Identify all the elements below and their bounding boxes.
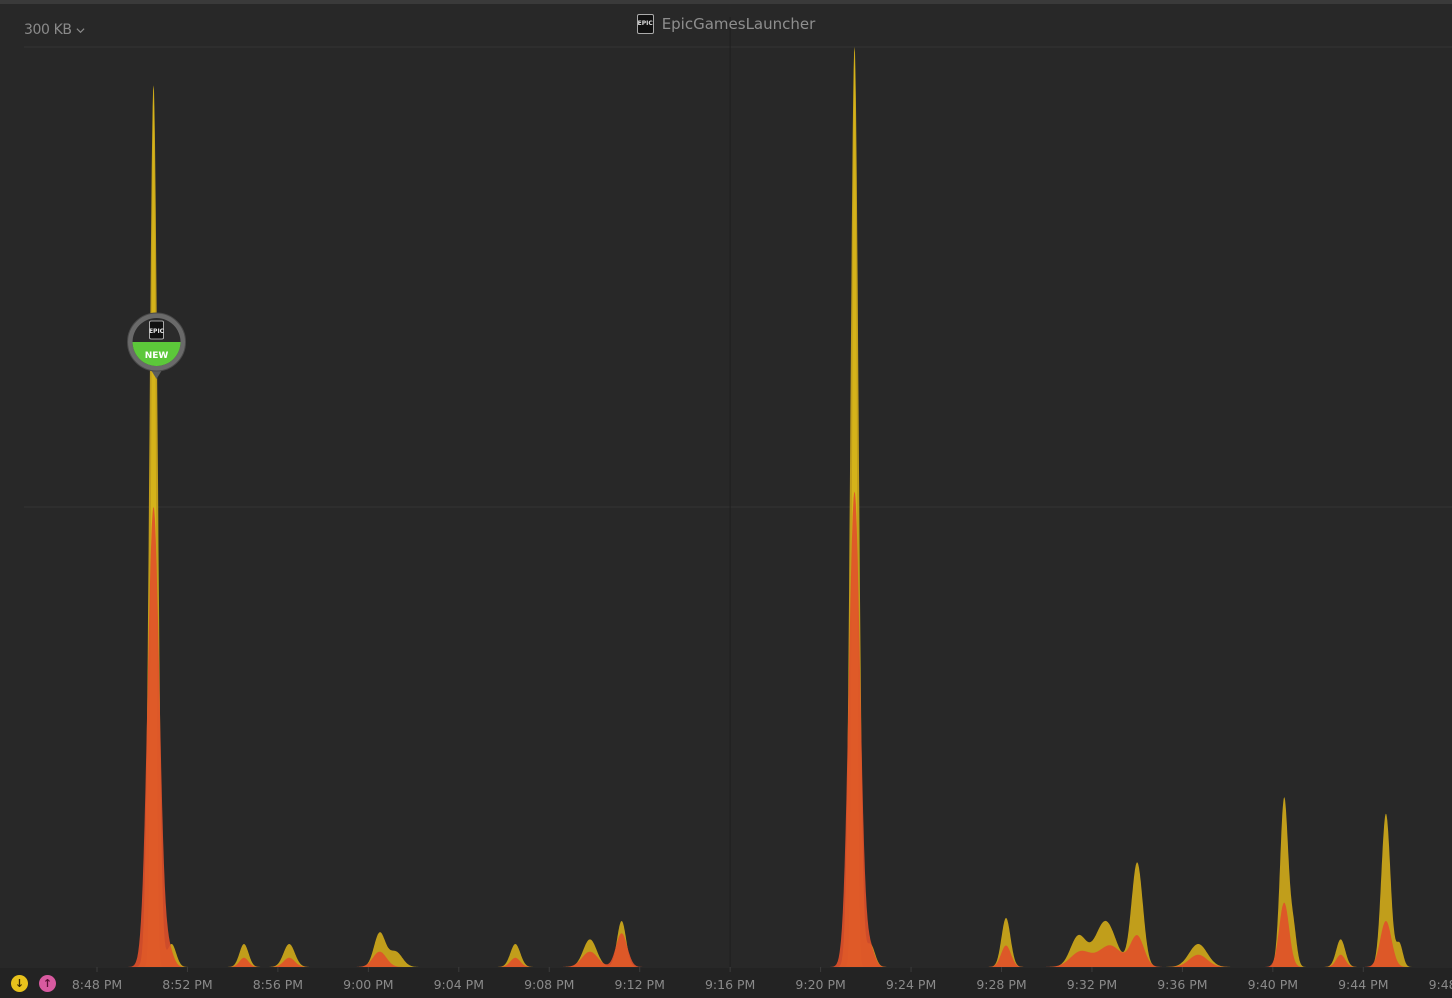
- new-badge-label: NEW: [145, 351, 169, 361]
- download-arrow-icon[interactable]: ↓: [11, 975, 28, 992]
- top-border: [0, 0, 1452, 4]
- upload-area: [6, 491, 1452, 967]
- marker-logo-text: EPIC: [149, 328, 165, 335]
- upload-arrow-icon[interactable]: ↑: [39, 975, 56, 992]
- app-launch-marker[interactable]: [127, 312, 187, 379]
- scale-dropdown[interactable]: 300 KB: [24, 22, 85, 38]
- epic-games-icon: EPIC: [636, 14, 654, 34]
- chevron-down-icon: [76, 27, 85, 33]
- app-title: EpicGamesLauncher: [661, 15, 816, 33]
- scale-label: 300 KB: [24, 22, 72, 38]
- chart-title: EPIC EpicGamesLauncher: [0, 14, 1452, 34]
- time-axis: [0, 968, 1452, 998]
